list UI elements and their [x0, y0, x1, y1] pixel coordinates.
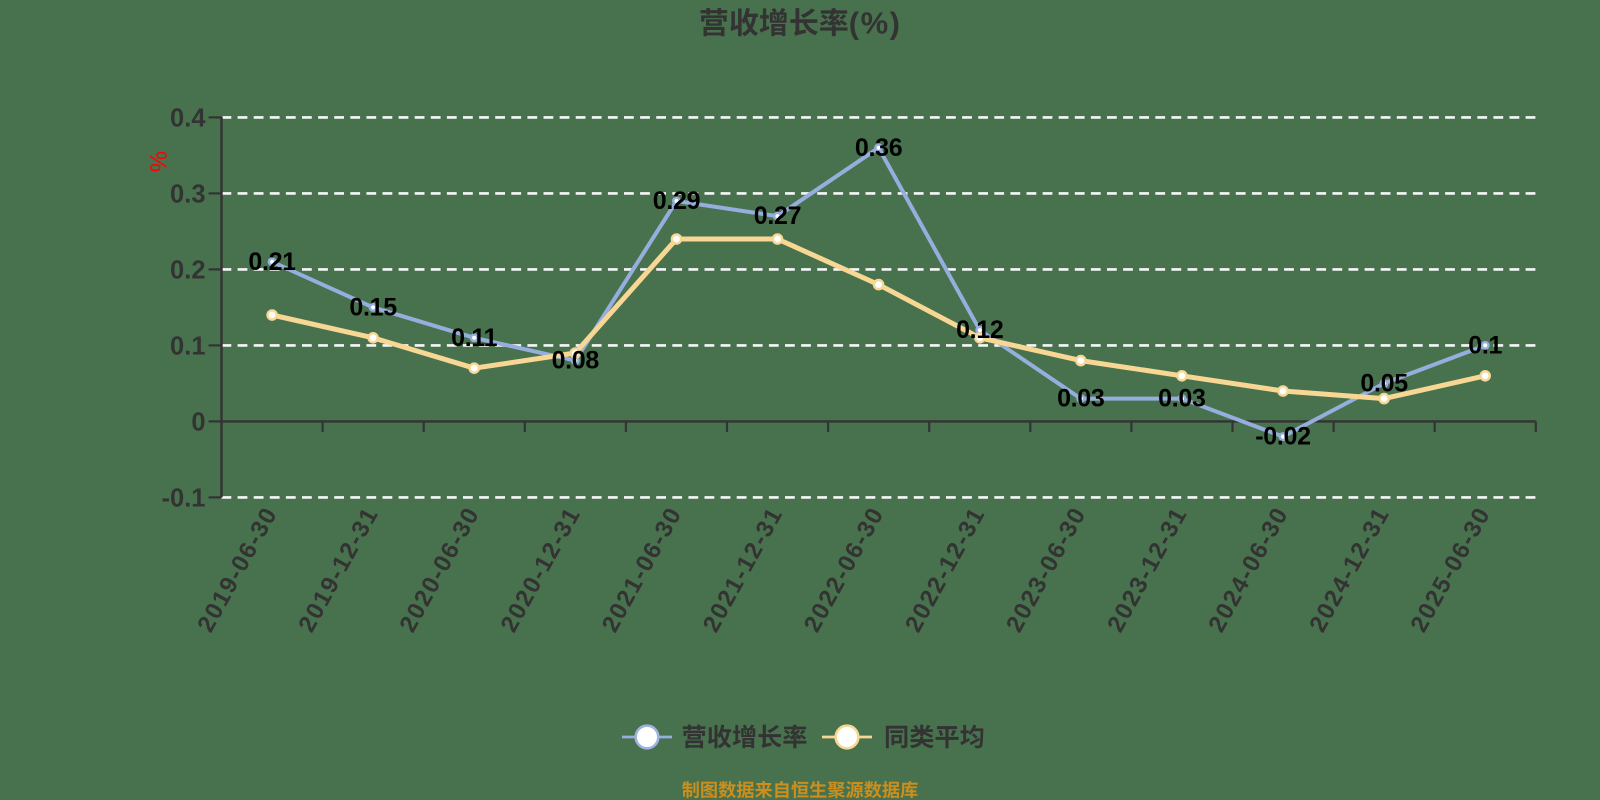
svg-text:0.1: 0.1 [1468, 331, 1502, 359]
svg-text:0.4: 0.4 [170, 104, 206, 132]
svg-text:0.03: 0.03 [1057, 385, 1104, 413]
svg-text:0.12: 0.12 [956, 316, 1003, 344]
svg-text:-0.1: -0.1 [162, 484, 206, 512]
svg-text:0.21: 0.21 [248, 248, 296, 276]
svg-text:0.29: 0.29 [653, 187, 700, 215]
svg-text:-0.02: -0.02 [1255, 423, 1310, 451]
svg-text:0.27: 0.27 [754, 202, 801, 230]
svg-text:0: 0 [191, 408, 205, 436]
svg-text:0.1: 0.1 [170, 332, 205, 360]
svg-text:0.3: 0.3 [170, 180, 205, 208]
svg-text:0.15: 0.15 [349, 293, 397, 321]
svg-text:0.2: 0.2 [170, 256, 205, 284]
svg-text:0.36: 0.36 [855, 134, 902, 162]
svg-text:0.08: 0.08 [552, 347, 600, 375]
svg-text:0.11: 0.11 [451, 324, 497, 352]
svg-text:0.03: 0.03 [1158, 385, 1205, 413]
svg-text:(%): (%) [849, 6, 902, 41]
svg-text:0.05: 0.05 [1360, 369, 1408, 397]
svg-text:%: % [144, 151, 171, 172]
